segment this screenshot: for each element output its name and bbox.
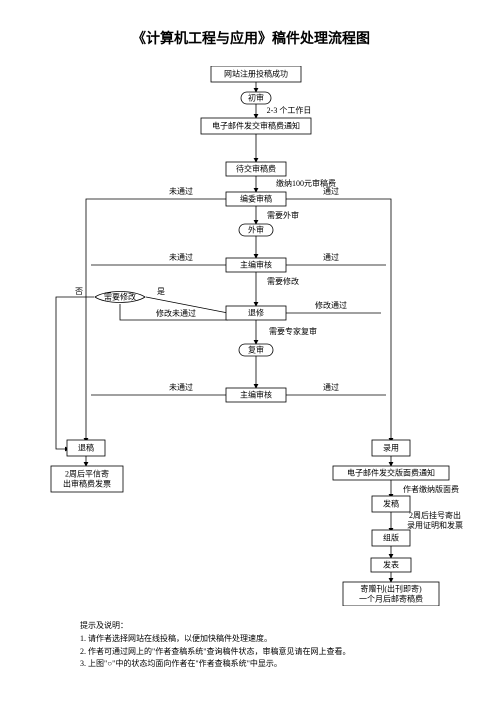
n12: 退稿 bbox=[78, 443, 94, 453]
n11pass: 通过 bbox=[323, 382, 339, 392]
n15e2: 录用证明和发票 bbox=[407, 520, 463, 530]
notes-l3: 3. 上图"○"中的状态均面向作者在"作者查稿系统"中显示。 bbox=[80, 658, 472, 671]
n2: 初审 bbox=[248, 93, 264, 103]
n7: 主编审核 bbox=[240, 260, 272, 270]
n16: 组版 bbox=[383, 533, 399, 543]
n14e: 作者缴纳版面费 bbox=[403, 484, 459, 494]
n10: 复审 bbox=[248, 345, 264, 355]
n5: 编委审稿 bbox=[240, 194, 272, 204]
n18a: 寄赠刊(出刊即寄) bbox=[360, 584, 422, 594]
n12t1: 2周后平信寄 bbox=[65, 469, 109, 479]
flowchart: 网站注册投稿成功 初审 2-3 个工作日 电子邮件发交审稿费通知 待交审稿费 缴… bbox=[31, 66, 471, 606]
n5fail: 未通过 bbox=[169, 186, 193, 196]
n11: 主编审核 bbox=[240, 390, 272, 400]
n7fail: 未通过 bbox=[169, 252, 193, 262]
n9r: 修改通过 bbox=[315, 300, 347, 310]
n8r: 是 bbox=[157, 287, 165, 296]
n5e: 需要外审 bbox=[267, 210, 299, 220]
n15e1: 2周后挂号寄出 bbox=[409, 510, 461, 520]
n7e: 需要修改 bbox=[267, 276, 299, 286]
n6: 外审 bbox=[248, 225, 264, 235]
n15: 发稿 bbox=[383, 499, 399, 509]
n8: 需要修改 bbox=[104, 292, 136, 302]
n2e: 2-3 个工作日 bbox=[267, 105, 312, 115]
n8b: 修改未通过 bbox=[156, 308, 196, 318]
n18b: 一个月后邮寄稿费 bbox=[359, 594, 423, 604]
page-title: 《计算机工程与应用》稿件处理流程图 bbox=[30, 28, 472, 48]
notes-header: 提示及说明： bbox=[80, 620, 472, 633]
n5pass: 通过 bbox=[323, 186, 339, 196]
notes-l2: 2. 作者可通过网上的"作者查稿系统"查询稿件状态，审稿意见请在网上查看。 bbox=[80, 646, 472, 659]
n1: 网站注册投稿成功 bbox=[224, 69, 288, 79]
notes-l1: 1. 请作者选择网站在线投稿，以便加快稿件处理速度。 bbox=[80, 633, 472, 646]
n8l: 否 bbox=[75, 287, 83, 296]
n9: 退修 bbox=[248, 308, 264, 318]
n13: 录用 bbox=[383, 444, 399, 453]
n3: 电子邮件发交审稿费通知 bbox=[212, 121, 300, 131]
n7pass: 通过 bbox=[323, 252, 339, 262]
n17: 发表 bbox=[383, 560, 399, 570]
n11fail: 未通过 bbox=[169, 382, 193, 392]
n9e: 需要专家复审 bbox=[269, 326, 317, 336]
n12t2: 出审稿费发票 bbox=[63, 479, 111, 489]
notes-block: 提示及说明： 1. 请作者选择网站在线投稿，以便加快稿件处理速度。 2. 作者可… bbox=[80, 620, 472, 671]
n4: 待交审稿费 bbox=[236, 164, 276, 174]
n14: 电子邮件发交版面费通知 bbox=[347, 468, 435, 478]
